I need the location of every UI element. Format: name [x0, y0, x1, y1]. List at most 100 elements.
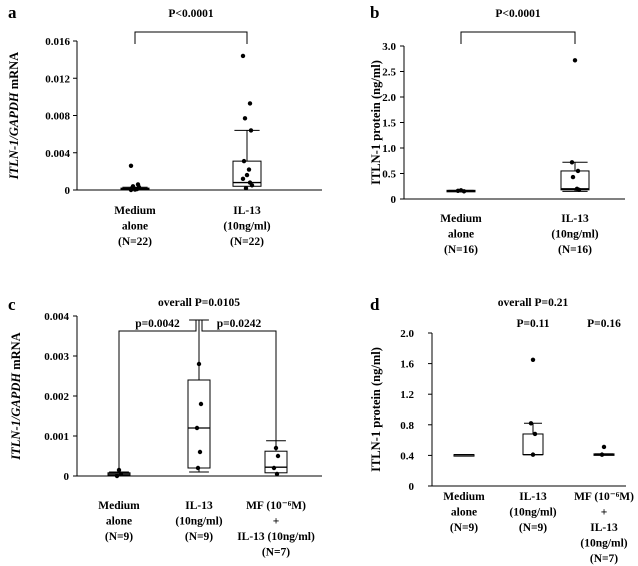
data-point	[118, 471, 124, 477]
panel-label: c	[8, 295, 16, 314]
category-label: (N=9)	[185, 531, 213, 543]
data-point	[530, 452, 536, 457]
data-point	[528, 421, 534, 426]
y-tick-label: 0	[65, 185, 71, 197]
y-tick-label: 1.0	[382, 143, 396, 155]
category-label: IL-13	[590, 522, 618, 534]
category-label: Medium	[98, 500, 140, 512]
category-label: MF (10⁻⁶M)	[246, 500, 306, 512]
y-axis-label-text: ITLN-1 protein (ng/ml)	[369, 347, 383, 472]
panel-label: b	[370, 3, 379, 22]
box-group	[522, 357, 544, 457]
data-point	[599, 452, 605, 457]
box-iqr	[522, 433, 544, 456]
data-point	[246, 167, 252, 172]
box-iqr	[264, 450, 288, 474]
comparison-bracket	[134, 31, 248, 44]
y-tick-label: 0.002	[44, 391, 69, 403]
y-tick-label: 2.5	[382, 67, 396, 79]
data-point	[128, 163, 134, 168]
data-point	[114, 473, 120, 479]
category-label: Medium	[440, 213, 482, 225]
data-point	[455, 188, 461, 194]
comparison-bracket	[118, 320, 197, 472]
y-tick-label: 3.0	[382, 41, 396, 53]
y-axis-label-gene: ITLN-1/GAPDH	[9, 372, 23, 461]
y-tick-label: 0.004	[44, 311, 69, 323]
category-label: alone	[106, 516, 132, 528]
y-tick-label: 0.003	[44, 351, 69, 363]
box-group	[232, 53, 262, 191]
category-label: alone	[451, 507, 477, 519]
y-axis-label-text: mRNA	[9, 332, 23, 373]
data-point	[241, 158, 247, 164]
y-tick-label: 0.5	[382, 169, 396, 181]
category-label: (10ng/ml)	[580, 538, 627, 550]
panel-label: a	[8, 3, 17, 22]
y-axis-label: ITLN-1 protein (ng/ml)	[369, 60, 383, 185]
box-group	[446, 188, 476, 194]
y-axis-label-text: ITLN-1 protein (ng/ml)	[369, 60, 383, 185]
category-label: +	[273, 516, 280, 528]
category-label: (10ng/ml)	[551, 229, 598, 241]
data-point	[601, 444, 607, 450]
data-point	[194, 425, 200, 431]
panel-c: c 0 0.001 0.002 0.003 0.004 ITLN-1/GAPDH mRNA M…	[8, 295, 322, 559]
category-label: (N=7)	[262, 547, 290, 559]
data-point	[196, 361, 202, 367]
data-point	[197, 449, 203, 455]
category-label: (N=9)	[519, 522, 547, 534]
category-label: IL-13	[561, 213, 589, 225]
overall-p-label: overall P=0.21	[498, 297, 569, 309]
category-label: Medium	[114, 205, 156, 217]
y-axis-label: ITLN-1 protein (ng/ml)	[369, 347, 383, 472]
data-point	[242, 116, 248, 121]
category-label: IL-13 (10ng/ml)	[237, 531, 315, 543]
data-point	[128, 187, 134, 193]
y-tick-label: 0.001	[44, 431, 69, 443]
category-label: (10ng/ml)	[223, 221, 270, 233]
category-label: Medium	[443, 491, 485, 503]
panel-d: d 0 0.4 0.8 1.2 1.6 2.0 ITLN-1 protein (ng/ml) M…	[369, 295, 634, 565]
box-iqr	[187, 379, 211, 469]
panel-b: b 0 0.5 1.0 1.5 2.0 2.5 3.0 ITLN-1 protein (ng/m…	[369, 3, 625, 256]
y-tick-label: 0.004	[45, 148, 70, 160]
data-point	[274, 471, 280, 477]
comparison-bracket	[201, 320, 277, 441]
data-point	[575, 168, 581, 174]
y-tick-label: 2.0	[382, 92, 396, 104]
category-label: (N=16)	[558, 244, 592, 256]
category-label: (10ng/ml)	[509, 507, 556, 519]
category-label: IL-13	[185, 500, 213, 512]
data-point	[198, 401, 204, 407]
box-group	[560, 58, 590, 193]
y-axis-label-text: mRNA	[7, 52, 21, 93]
data-point	[530, 357, 536, 362]
p-value-label: p=0.0242	[217, 318, 262, 330]
data-point	[572, 58, 578, 63]
y-axis-label: ITLN-1/GAPDH mRNA	[9, 332, 23, 460]
y-axis-label: ITLN-1/GAPDH mRNA	[7, 52, 21, 180]
p-value-label: P<0.0001	[168, 8, 213, 20]
overall-p-label: overall P=0.0105	[158, 297, 240, 309]
category-label: alone	[122, 221, 148, 233]
data-point	[461, 189, 467, 194]
panel-a: a 0 0.004 0.008 0.012 0.016 ITLN-1/GAPDH mRNA M…	[7, 3, 322, 248]
y-tick-label: 0	[391, 194, 397, 206]
category-label: (N=16)	[444, 244, 478, 256]
category-label: (10ng/ml)	[175, 516, 222, 528]
data-point	[247, 101, 253, 106]
y-tick-label: 0.016	[45, 36, 70, 48]
category-label: IL-13	[233, 205, 261, 217]
box-group	[593, 444, 615, 457]
box-iqr	[560, 170, 590, 191]
data-point	[532, 431, 538, 437]
category-label: (N=22)	[230, 236, 264, 248]
data-point	[570, 174, 576, 180]
y-tick-label: 1.5	[382, 118, 396, 130]
y-tick-label: 2.0	[400, 328, 414, 340]
y-axis-label-gene: ITLN-1/GAPDH	[7, 91, 21, 180]
data-point	[195, 465, 201, 471]
data-point	[576, 187, 582, 193]
